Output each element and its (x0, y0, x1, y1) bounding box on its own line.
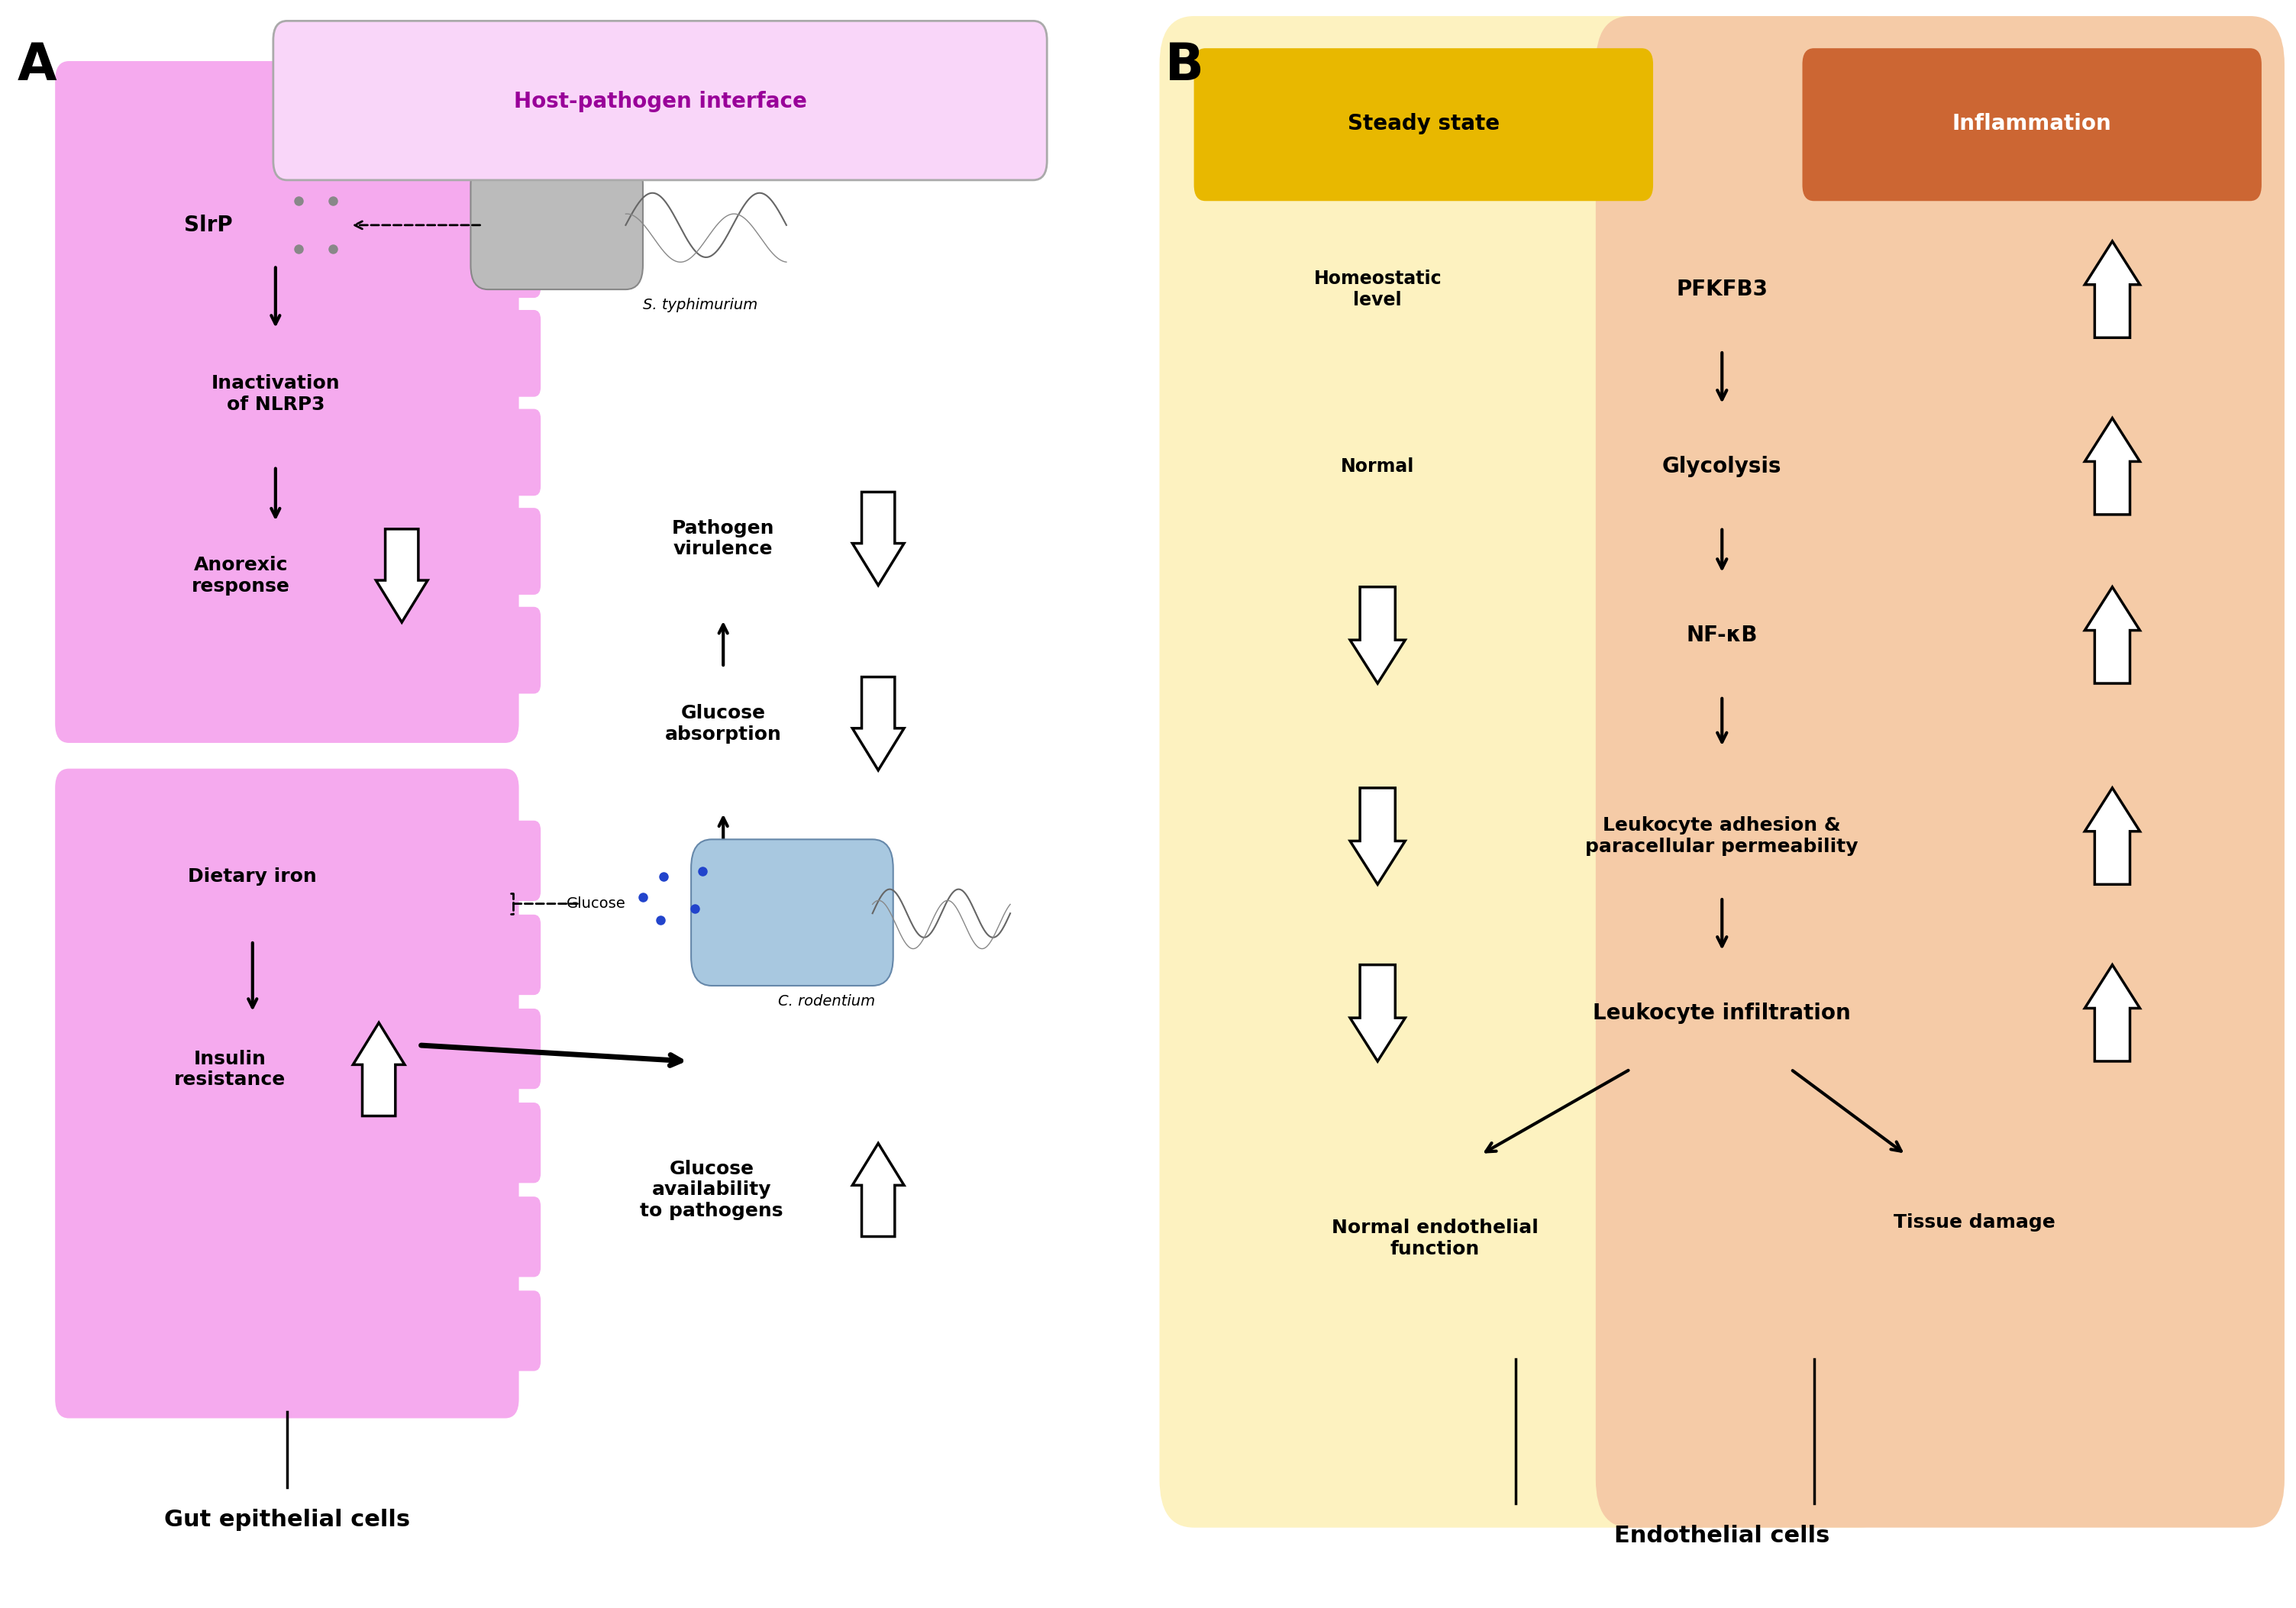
Text: Tissue damage: Tissue damage (1894, 1212, 2055, 1232)
FancyBboxPatch shape (471, 161, 643, 289)
FancyBboxPatch shape (491, 1291, 542, 1372)
FancyBboxPatch shape (491, 606, 542, 693)
FancyBboxPatch shape (1802, 48, 2262, 201)
Text: Glucose
availability
to pathogens: Glucose availability to pathogens (641, 1159, 783, 1220)
Text: Glycolysis: Glycolysis (1662, 455, 1782, 478)
FancyBboxPatch shape (491, 508, 542, 595)
FancyBboxPatch shape (491, 915, 542, 995)
Text: SlrP: SlrP (184, 214, 232, 236)
Polygon shape (2085, 418, 2140, 515)
Polygon shape (852, 1143, 905, 1237)
FancyBboxPatch shape (1159, 16, 1894, 1528)
FancyBboxPatch shape (273, 21, 1047, 180)
FancyBboxPatch shape (491, 1196, 542, 1277)
Text: Homeostatic
level: Homeostatic level (1313, 270, 1442, 309)
Polygon shape (2085, 788, 2140, 884)
Text: PFKFB3: PFKFB3 (1676, 278, 1768, 301)
FancyBboxPatch shape (1596, 16, 2285, 1528)
Polygon shape (1350, 788, 1405, 884)
Text: Leukocyte infiltration: Leukocyte infiltration (1593, 1002, 1851, 1024)
FancyBboxPatch shape (491, 820, 542, 900)
FancyBboxPatch shape (491, 1103, 542, 1183)
Text: Gut epithelial cells: Gut epithelial cells (163, 1508, 411, 1531)
FancyBboxPatch shape (491, 310, 542, 397)
FancyBboxPatch shape (55, 61, 519, 743)
Polygon shape (1350, 965, 1405, 1061)
Polygon shape (354, 1023, 404, 1116)
Text: A: A (16, 40, 57, 90)
Polygon shape (2085, 965, 2140, 1061)
FancyBboxPatch shape (491, 211, 542, 297)
FancyBboxPatch shape (55, 769, 519, 1418)
FancyBboxPatch shape (491, 113, 542, 199)
Text: Inflammation: Inflammation (1952, 113, 2112, 135)
Polygon shape (377, 529, 427, 622)
FancyBboxPatch shape (491, 408, 542, 495)
Text: Normal: Normal (1341, 457, 1414, 476)
Polygon shape (2085, 241, 2140, 338)
Text: Steady state: Steady state (1348, 113, 1499, 135)
FancyBboxPatch shape (491, 1008, 542, 1089)
Polygon shape (1350, 587, 1405, 683)
Text: NF-κB: NF-κB (1685, 624, 1759, 646)
Text: Dietary iron: Dietary iron (188, 867, 317, 886)
Text: Endothelial cells: Endothelial cells (1614, 1524, 1830, 1547)
Text: Pathogen
virulence: Pathogen virulence (673, 519, 774, 558)
Polygon shape (852, 492, 905, 585)
Polygon shape (852, 677, 905, 770)
FancyBboxPatch shape (1194, 48, 1653, 201)
Text: Glucose: Glucose (567, 896, 625, 912)
Text: C. rodentium: C. rodentium (778, 994, 875, 1008)
Text: Glucose
absorption: Glucose absorption (666, 704, 781, 743)
Text: Leukocyte adhesion &
paracellular permeability: Leukocyte adhesion & paracellular permea… (1587, 817, 1857, 855)
Polygon shape (2085, 587, 2140, 683)
Text: Host-pathogen interface: Host-pathogen interface (514, 90, 806, 113)
Text: Insulin
resistance: Insulin resistance (174, 1050, 285, 1089)
Text: S. typhimurium: S. typhimurium (643, 297, 758, 312)
Text: Anorexic
response: Anorexic response (193, 556, 289, 595)
Text: B: B (1164, 40, 1203, 90)
Text: Inactivation
of NLRP3: Inactivation of NLRP3 (211, 375, 340, 413)
FancyBboxPatch shape (691, 839, 893, 986)
Text: Normal endothelial
function: Normal endothelial function (1332, 1219, 1538, 1257)
